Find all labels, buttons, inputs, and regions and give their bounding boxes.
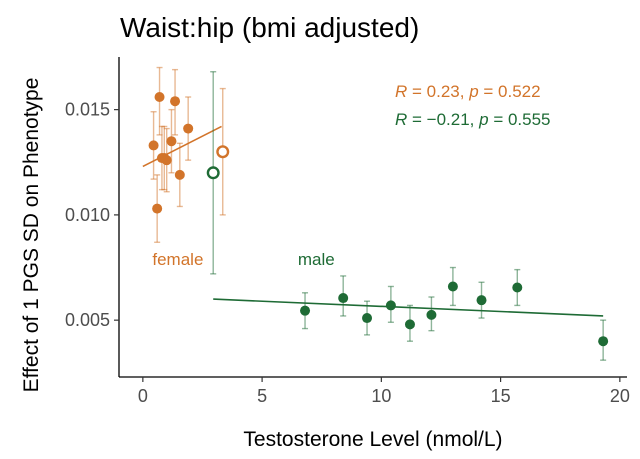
x-tick-label: 5 bbox=[257, 386, 267, 406]
y-tick-label: 0.005 bbox=[65, 310, 110, 330]
group-label-male: male bbox=[298, 250, 335, 269]
data-point bbox=[426, 309, 437, 320]
data-point bbox=[148, 140, 159, 151]
data-point bbox=[598, 336, 609, 347]
data-point bbox=[300, 305, 311, 316]
x-axis-ticks: 0 5 10 15 20 bbox=[138, 377, 630, 406]
data-point bbox=[404, 319, 415, 330]
stat-male: R = −0.21, p = 0.555 bbox=[395, 110, 551, 129]
data-point bbox=[152, 203, 163, 214]
x-tick-label: 0 bbox=[138, 386, 148, 406]
y-axis-ticks: 0.005 0.010 0.015 bbox=[65, 100, 119, 330]
data-point bbox=[447, 281, 458, 292]
series-female: female bbox=[142, 66, 230, 269]
y-tick-label: 0.010 bbox=[65, 205, 110, 225]
x-tick-label: 10 bbox=[371, 386, 391, 406]
regression-line bbox=[213, 298, 604, 317]
x-tick-label: 20 bbox=[610, 386, 630, 406]
data-point bbox=[170, 96, 181, 107]
data-point bbox=[476, 295, 487, 306]
data-point bbox=[362, 313, 373, 324]
y-tick-label: 0.015 bbox=[65, 100, 110, 120]
data-point bbox=[385, 300, 396, 311]
plot-area: female male bbox=[142, 66, 609, 361]
group-label-female: female bbox=[152, 250, 203, 269]
data-point-open bbox=[216, 145, 230, 159]
x-tick-label: 15 bbox=[491, 386, 511, 406]
data-point bbox=[512, 282, 523, 293]
y-axis-title: Effect of 1 PGS SD on Phenotype bbox=[20, 78, 43, 393]
stat-female: R = 0.23, p = 0.522 bbox=[395, 82, 541, 101]
chart-title: Waist:hip (bmi adjusted) bbox=[120, 12, 419, 43]
data-point bbox=[166, 136, 177, 147]
series-male: male bbox=[206, 71, 609, 361]
data-point bbox=[183, 123, 194, 134]
data-point bbox=[174, 169, 185, 180]
correlation-annotations: R = 0.23, p = 0.522 R = −0.21, p = 0.555 bbox=[395, 82, 551, 129]
data-point bbox=[154, 92, 165, 102]
data-point bbox=[338, 293, 349, 304]
x-axis-title: Testosterone Level (nmol/L) bbox=[243, 428, 502, 451]
data-point bbox=[161, 155, 172, 166]
regression-line bbox=[142, 125, 222, 168]
data-point-open bbox=[206, 166, 220, 180]
